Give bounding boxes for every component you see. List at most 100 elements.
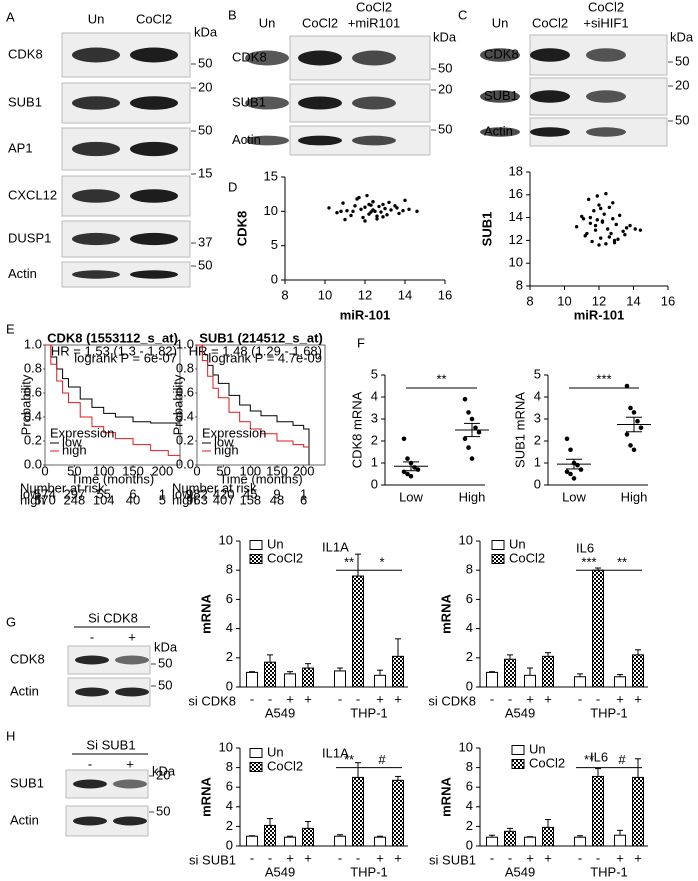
y-tick-label: 3	[371, 410, 378, 425]
point	[367, 202, 371, 207]
y-tick-label: 4	[226, 620, 233, 635]
y-tick-label: 10	[459, 532, 473, 547]
kda-marker: 50	[198, 122, 212, 137]
protein-name: SUB1	[10, 775, 44, 790]
band	[130, 189, 178, 203]
significance: **	[436, 371, 446, 386]
x-axis-label: miR-101	[340, 307, 391, 322]
y-axis-label: mRNA	[198, 594, 213, 634]
point	[381, 215, 385, 219]
band	[113, 779, 147, 789]
point	[383, 206, 387, 211]
kda-unit: kDa	[194, 24, 218, 39]
band	[130, 270, 178, 279]
risk-count: 40	[126, 492, 140, 507]
point	[616, 237, 620, 241]
plot-frame	[196, 344, 326, 466]
kda-marker: 15	[198, 165, 212, 180]
significance: **	[584, 752, 594, 767]
group-label: THP-1	[590, 705, 628, 720]
point	[395, 206, 399, 210]
y-tick-label: 6	[466, 591, 473, 606]
legend-swatch	[249, 748, 263, 758]
band	[298, 50, 342, 66]
y-tick-label: 0.6	[24, 384, 42, 399]
bar	[614, 834, 626, 847]
treatment-sign: -	[508, 850, 512, 865]
dot	[624, 432, 630, 437]
x-tick-label: 10	[557, 293, 571, 308]
dot	[568, 447, 573, 453]
bar	[504, 830, 516, 847]
kda-marker: 50	[438, 121, 452, 136]
y-tick-label: 4	[226, 798, 233, 813]
band	[480, 90, 520, 103]
risk-count: 420	[213, 486, 235, 501]
group-label: THP-1	[590, 864, 628, 879]
significance: ***	[596, 371, 611, 386]
y-axis-label: mRNA	[438, 777, 453, 817]
kda-marker: 50	[158, 677, 172, 692]
treatment-label: si CDK8	[188, 693, 236, 708]
panel-label: G	[6, 614, 16, 629]
group-label: THP-1	[350, 705, 388, 720]
x-tick-label: 50	[67, 463, 81, 478]
bar	[246, 671, 258, 688]
legend-swatch	[491, 540, 505, 550]
lane-label: CoCl2	[532, 15, 568, 30]
protein-name: AP1	[8, 140, 33, 155]
kda-marker: 20	[156, 767, 170, 782]
panel-label: A	[6, 9, 15, 24]
legend-label: low	[214, 434, 234, 449]
bar	[486, 671, 498, 688]
treatment-sign: -	[578, 691, 582, 706]
treatment-sign: -	[268, 850, 272, 865]
y-axis-label: mRNA	[438, 594, 453, 634]
dot	[415, 467, 421, 472]
bar	[632, 776, 644, 847]
point	[377, 204, 381, 209]
lane-label: CoCl2	[356, 0, 392, 14]
chart-title: IL1A	[322, 539, 349, 554]
plot-frame	[44, 344, 181, 466]
lane-label: CoCl2	[588, 0, 624, 14]
y-axis-label: SUB1	[479, 212, 494, 247]
band	[115, 655, 149, 665]
kda-marker: 20	[198, 79, 212, 94]
point	[604, 191, 608, 196]
risk-group: high	[20, 492, 45, 507]
y-tick-label: 8	[466, 759, 473, 774]
x-axis-label: miR-101	[574, 307, 625, 322]
kda-marker: 50	[198, 257, 212, 272]
dot	[638, 425, 644, 431]
hazard-ratio: HR = 1.48 (1.29 - 1.68)	[189, 343, 322, 358]
point	[602, 212, 606, 216]
band	[298, 96, 342, 110]
y-tick-label: 10	[264, 203, 278, 218]
dot	[469, 456, 475, 461]
point	[381, 202, 385, 207]
kda-unit: kDa	[433, 29, 457, 44]
point	[365, 193, 369, 198]
dot	[466, 445, 471, 450]
y-tick-label: 0	[226, 678, 233, 693]
risk-title: Number at risk	[20, 480, 105, 495]
y-tick-label: 0.6	[176, 384, 194, 399]
y-tick-label: 1	[534, 454, 541, 469]
protein-name: Actin	[10, 683, 39, 698]
x-tick-label: 150	[266, 463, 288, 478]
kda-marker: 50	[675, 53, 689, 68]
protein-name: CDK8	[8, 46, 43, 61]
kda-marker: 20	[438, 81, 452, 96]
kda-unit: kDa	[154, 639, 178, 654]
point	[389, 208, 393, 212]
point	[614, 222, 618, 227]
band	[352, 50, 396, 66]
dot	[462, 436, 468, 442]
band	[352, 96, 396, 110]
band	[530, 48, 570, 62]
risk-count: 6	[129, 486, 136, 501]
risk-count: 48	[270, 492, 284, 507]
dot	[466, 410, 471, 415]
treatment-sign: +	[376, 850, 384, 865]
